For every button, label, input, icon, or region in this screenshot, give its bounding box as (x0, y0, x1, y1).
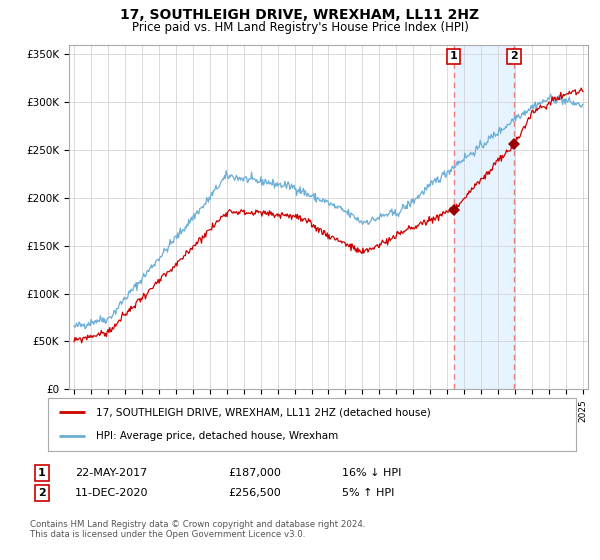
Text: 22-MAY-2017: 22-MAY-2017 (75, 468, 147, 478)
Text: 16% ↓ HPI: 16% ↓ HPI (342, 468, 401, 478)
Text: Price paid vs. HM Land Registry's House Price Index (HPI): Price paid vs. HM Land Registry's House … (131, 21, 469, 34)
Text: Contains HM Land Registry data © Crown copyright and database right 2024.
This d: Contains HM Land Registry data © Crown c… (30, 520, 365, 539)
Text: 17, SOUTHLEIGH DRIVE, WREXHAM, LL11 2HZ (detached house): 17, SOUTHLEIGH DRIVE, WREXHAM, LL11 2HZ … (95, 408, 430, 418)
Bar (454, 45, 514, 389)
Text: 2: 2 (510, 52, 518, 61)
Text: 5% ↑ HPI: 5% ↑ HPI (342, 488, 394, 498)
Text: 17, SOUTHLEIGH DRIVE, WREXHAM, LL11 2HZ: 17, SOUTHLEIGH DRIVE, WREXHAM, LL11 2HZ (121, 8, 479, 22)
Text: 1: 1 (38, 468, 46, 478)
Text: 1: 1 (450, 52, 458, 61)
Text: £256,500: £256,500 (228, 488, 281, 498)
Text: £187,000: £187,000 (228, 468, 281, 478)
Text: 11-DEC-2020: 11-DEC-2020 (75, 488, 149, 498)
Text: 2: 2 (38, 488, 46, 498)
Text: HPI: Average price, detached house, Wrexham: HPI: Average price, detached house, Wrex… (95, 431, 338, 441)
